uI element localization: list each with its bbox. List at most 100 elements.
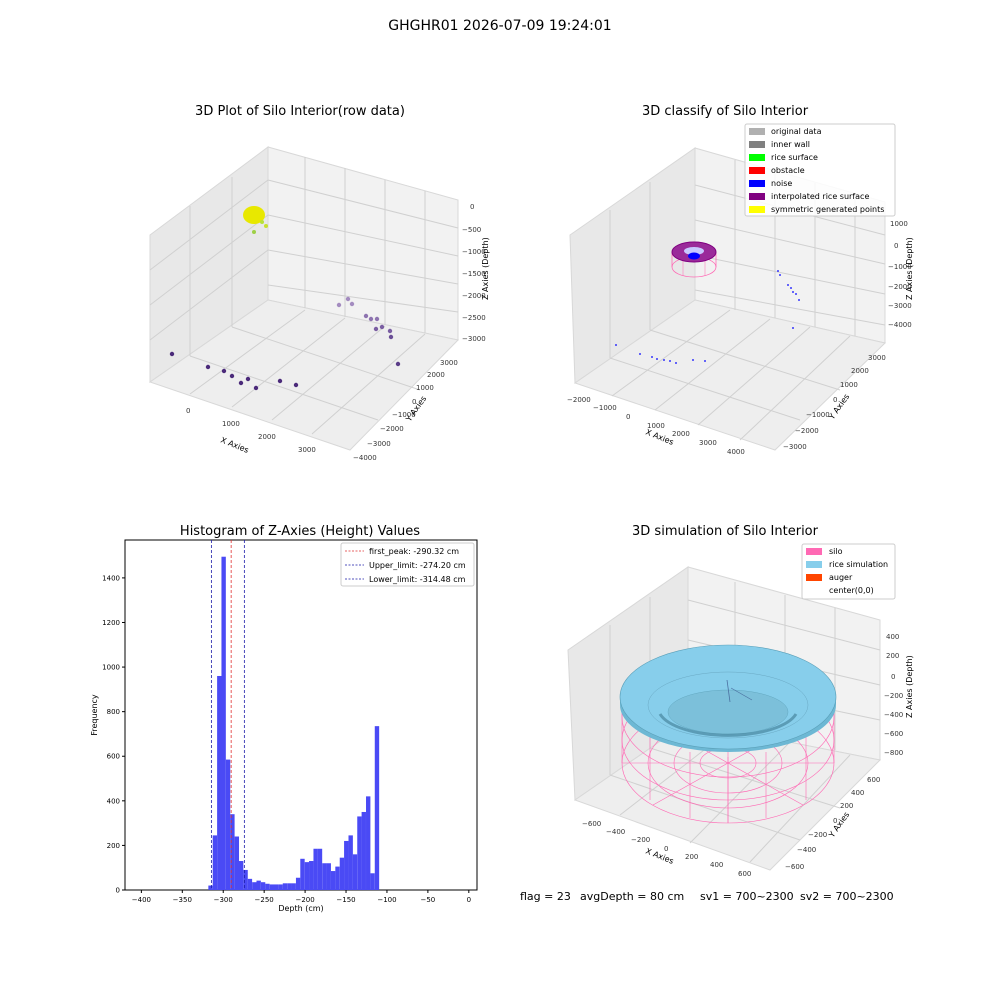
- histogram-bar: [274, 884, 279, 890]
- histogram-bar: [287, 883, 292, 890]
- histogram-bar: [265, 883, 270, 890]
- z-tick: −1000: [888, 263, 912, 271]
- histogram-bar: [330, 871, 336, 890]
- legend-label: obstacle: [771, 166, 805, 175]
- z-tick: 400: [886, 633, 899, 641]
- histogram-bar: [374, 726, 380, 890]
- x-tick-label: −350: [173, 896, 192, 904]
- noise-point: [615, 344, 617, 346]
- y-tick-label: 400: [107, 797, 120, 805]
- x-tick: 0: [626, 413, 630, 421]
- wall-point: [293, 382, 299, 388]
- wall-point: [238, 380, 244, 386]
- histogram-bar: [252, 882, 257, 890]
- y-tick: 3000: [440, 359, 458, 367]
- histogram-bar: [335, 866, 340, 890]
- x-tick: 200: [685, 853, 698, 861]
- chart1-tick-labels: 0 1000 2000 3000 −4000 −3000 −2000 −1000…: [186, 203, 486, 462]
- y-tick: −400: [797, 846, 816, 854]
- legend-label: Upper_limit: -274.20 cm: [369, 561, 466, 570]
- z-tick: −200: [884, 692, 903, 700]
- chart2-zlabel: Z Axies (Depth): [905, 237, 914, 300]
- histogram-bar: [370, 873, 375, 890]
- chart1-gridlines: [149, 157, 459, 435]
- noise-point: [639, 353, 641, 355]
- chart1-xlabel: X Axies: [219, 436, 250, 455]
- histogram-bar: [282, 883, 288, 890]
- rice-shadow: [658, 713, 798, 737]
- histogram-bar: [304, 862, 310, 890]
- footer-avg-depth: avgDepth = 80 cm: [580, 890, 685, 903]
- wall-point: [373, 326, 379, 332]
- x-tick: 4000: [727, 448, 745, 456]
- x-tick: 1000: [222, 420, 240, 428]
- z-tick: 1000: [890, 220, 908, 228]
- chart3-legend: first_peak: -290.32 cm Upper_limit: -274…: [340, 542, 475, 587]
- chart4-ylabel: Y Axies: [827, 810, 852, 840]
- z-tick: −500: [462, 226, 481, 234]
- rice-contour: [647, 671, 809, 739]
- y-tick: −200: [808, 831, 827, 839]
- chart4-tick-labels: −600 −400 −200 0 200 400 600 −600 −400 −…: [582, 633, 903, 878]
- legend-label: center(0,0): [829, 586, 874, 595]
- histogram-bar: [352, 854, 358, 890]
- wall-point: [277, 378, 283, 384]
- legend-swatch: [749, 193, 765, 200]
- histogram-bar: [234, 836, 240, 890]
- chart1-zlabel: Z Axies (Depth): [481, 237, 490, 300]
- histogram-yticks: 0 200 400 600 800 1000 1200 1400: [102, 574, 125, 895]
- surface-point: [252, 230, 256, 234]
- histogram-bar: [247, 878, 253, 890]
- z-tick: −2500: [462, 314, 486, 322]
- y-tick-label: 0: [116, 887, 120, 895]
- chart1-points: [169, 206, 401, 391]
- chart2-tick-labels: −2000 −1000 0 1000 2000 3000 4000 −3000 …: [567, 220, 912, 456]
- histogram-bar: [313, 848, 318, 890]
- legend-box: [340, 542, 475, 587]
- chart4-title: 3D simulation of Silo Interior: [632, 524, 818, 539]
- y-tick: 1000: [416, 384, 434, 392]
- x-tick-label: −200: [295, 896, 314, 904]
- histogram-bar: [300, 858, 305, 890]
- y-tick: −3000: [367, 440, 391, 448]
- legend-label: first_peak: -290.32 cm: [369, 547, 459, 556]
- histogram-bar: [221, 556, 226, 890]
- y-tick: 0: [833, 396, 837, 404]
- legend-label: Lower_limit: -314.48 cm: [369, 575, 466, 584]
- histogram-bar: [230, 814, 235, 890]
- wall-point: [221, 368, 227, 374]
- z-tick: −600: [884, 730, 903, 738]
- y-tick: −1000: [806, 411, 830, 419]
- y-tick: −1000: [392, 411, 416, 419]
- surface-point-cluster: [243, 206, 265, 224]
- z-tick: −3000: [462, 335, 486, 343]
- x-tick-label: −150: [336, 896, 355, 904]
- surface-point: [260, 220, 264, 224]
- noise-point: [692, 359, 694, 361]
- wall-point: [349, 301, 355, 307]
- histogram-bar: [317, 848, 323, 890]
- x-tick-label: −250: [255, 896, 274, 904]
- histogram-bar: [344, 840, 349, 890]
- legend-swatch: [749, 141, 765, 148]
- y-tick: 600: [867, 776, 880, 784]
- legend-swatch: [749, 154, 765, 161]
- x-tick: 2000: [258, 433, 276, 441]
- legend-label: original data: [771, 127, 822, 136]
- footer-sv1: sv1 = 700~2300: [700, 890, 794, 903]
- z-tick: 0: [470, 203, 474, 211]
- y-tick-label: 1200: [102, 619, 120, 627]
- chart2-floor-pane: [573, 299, 887, 451]
- y-tick: 200: [840, 802, 853, 810]
- wall-point: [245, 376, 251, 382]
- legend-label: symmetric generated points: [771, 205, 884, 214]
- noise-point: [787, 284, 789, 286]
- z-tick: 0: [891, 673, 895, 681]
- z-tick: −1000: [462, 248, 486, 256]
- z-tick: 200: [886, 652, 899, 660]
- auger-line: [726, 679, 731, 703]
- histogram-bar: [269, 884, 275, 890]
- histogram-bar: [322, 863, 327, 890]
- y-tick-label: 1400: [102, 574, 120, 582]
- legend-swatch: [806, 561, 822, 568]
